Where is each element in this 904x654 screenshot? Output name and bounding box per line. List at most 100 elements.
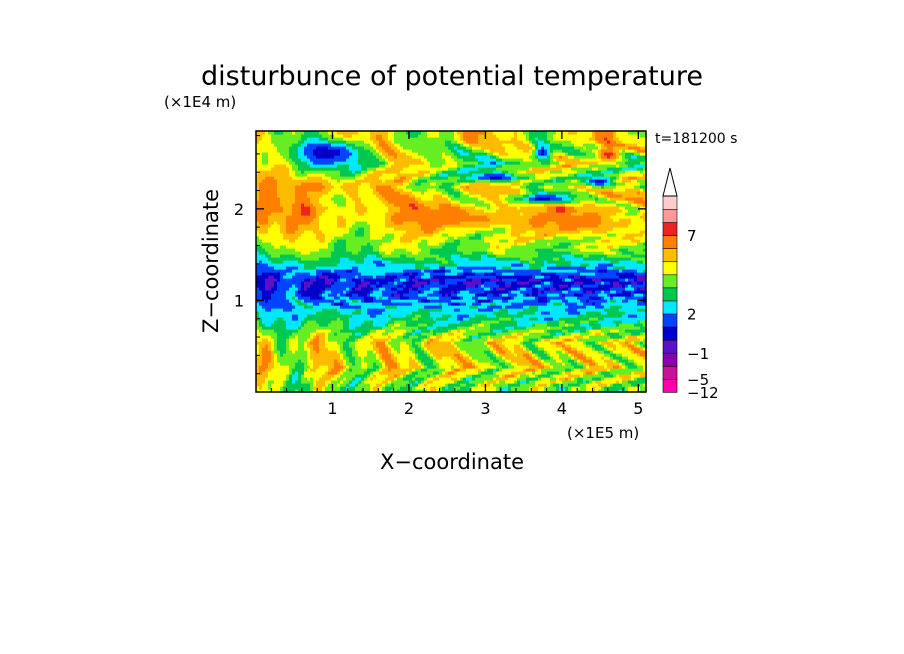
heatmap-cell — [604, 374, 608, 378]
heatmap-cell — [307, 296, 311, 300]
heatmap-cell — [430, 365, 434, 369]
heatmap-cell — [577, 323, 581, 327]
heatmap-cell — [310, 347, 314, 351]
heatmap-cell — [334, 341, 338, 345]
heatmap-cell — [508, 308, 512, 312]
heatmap-cell — [382, 281, 386, 285]
heatmap-cell — [442, 314, 446, 318]
heatmap-cell — [550, 308, 554, 312]
heatmap-cell — [373, 338, 377, 342]
heatmap-cell — [328, 356, 332, 360]
heatmap-cell — [409, 317, 413, 321]
heatmap-cell — [520, 311, 524, 315]
heatmap-cell — [382, 341, 386, 345]
heatmap-cell — [643, 371, 647, 375]
heatmap-cell — [286, 293, 290, 297]
heatmap-cell — [319, 389, 323, 393]
heatmap-cell — [400, 335, 404, 339]
heatmap-cell — [442, 299, 446, 303]
heatmap-cell — [487, 338, 491, 342]
heatmap-cell — [532, 377, 536, 381]
heatmap-cell — [430, 329, 434, 333]
heatmap-cell — [463, 341, 467, 345]
heatmap-cell — [397, 362, 401, 366]
heatmap-cell — [571, 317, 575, 321]
heatmap-cell — [598, 284, 602, 288]
heatmap-cell — [616, 287, 620, 291]
heatmap-cell — [340, 287, 344, 291]
heatmap-cell — [307, 281, 311, 285]
heatmap-cell — [442, 329, 446, 333]
heatmap-cell — [268, 374, 272, 378]
heatmap-cell — [319, 326, 323, 330]
heatmap-cell — [448, 356, 452, 360]
heatmap-cell — [370, 326, 374, 330]
heatmap-cell — [580, 359, 584, 363]
heatmap-cell — [628, 338, 632, 342]
heatmap-cell — [289, 275, 293, 279]
heatmap-cell — [451, 296, 455, 300]
heatmap-cell — [286, 371, 290, 375]
heatmap-cell — [472, 374, 476, 378]
heatmap-cell — [544, 293, 548, 297]
heatmap-cell — [544, 281, 548, 285]
heatmap-cell — [295, 287, 299, 291]
heatmap-cell — [433, 284, 437, 288]
heatmap-cell — [343, 317, 347, 321]
heatmap-cell — [334, 290, 338, 294]
heatmap-cell — [568, 359, 572, 363]
heatmap-cell — [586, 347, 590, 351]
heatmap-cell — [622, 377, 626, 381]
heatmap-cell — [367, 374, 371, 378]
heatmap-cell — [514, 299, 518, 303]
heatmap-cell — [589, 317, 593, 321]
heatmap-cell — [424, 362, 428, 366]
heatmap-cell — [511, 368, 515, 372]
heatmap-cell — [502, 365, 506, 369]
heatmap-cell — [328, 296, 332, 300]
heatmap-cell — [394, 308, 398, 312]
heatmap-cell — [601, 371, 605, 375]
heatmap-cell — [496, 362, 500, 366]
heatmap-cell — [379, 299, 383, 303]
heatmap-cell — [502, 389, 506, 393]
heatmap-cell — [265, 362, 269, 366]
heatmap-cell — [508, 371, 512, 375]
heatmap-cell — [490, 290, 494, 294]
heatmap-cell — [382, 275, 386, 279]
heatmap-cell — [529, 344, 533, 348]
heatmap-cell — [262, 320, 266, 324]
heatmap-cell — [550, 350, 554, 354]
heatmap-cell — [541, 284, 545, 288]
heatmap-cell — [472, 281, 476, 285]
heatmap-cell — [349, 290, 353, 294]
heatmap-cell — [418, 299, 422, 303]
heatmap-cell — [313, 377, 317, 381]
heatmap-cell — [268, 287, 272, 291]
heatmap-cell — [496, 371, 500, 375]
heatmap-cell — [406, 353, 410, 357]
heatmap-cell — [262, 362, 266, 366]
heatmap-cell — [505, 374, 509, 378]
heatmap-cell — [448, 362, 452, 366]
heatmap-cell — [367, 305, 371, 309]
heatmap-cell — [355, 323, 359, 327]
heatmap-cell — [379, 359, 383, 363]
heatmap-cell — [358, 344, 362, 348]
heatmap-cell — [595, 278, 599, 282]
heatmap-cell — [469, 362, 473, 366]
heatmap-cell — [550, 389, 554, 393]
heatmap-cell — [373, 341, 377, 345]
heatmap-cell — [463, 320, 467, 324]
heatmap-cell — [328, 302, 332, 306]
heatmap-cell — [508, 338, 512, 342]
heatmap-cell — [289, 314, 293, 318]
heatmap-cell — [535, 290, 539, 294]
heatmap-cell — [589, 323, 593, 327]
heatmap-cell — [511, 287, 515, 291]
heatmap-cell — [613, 317, 617, 321]
heatmap-cell — [427, 329, 431, 333]
heatmap-cell — [472, 368, 476, 372]
heatmap-cell — [565, 323, 569, 327]
heatmap-cell — [589, 305, 593, 309]
